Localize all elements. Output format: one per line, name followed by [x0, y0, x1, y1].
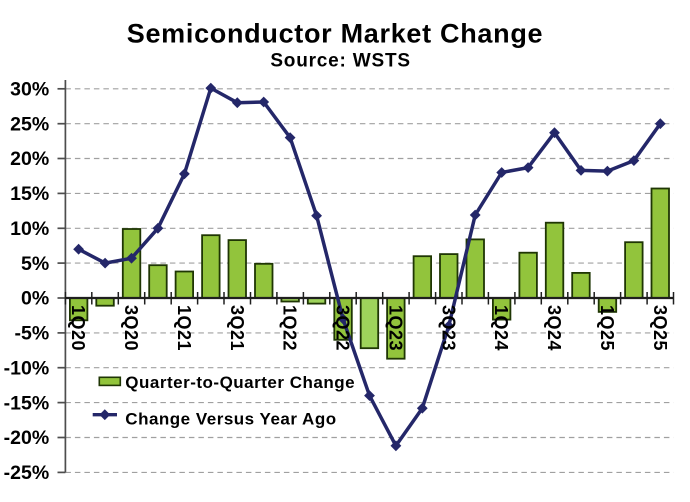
- svg-text:Source: WSTS: Source: WSTS: [270, 51, 411, 72]
- svg-text:0%: 0%: [21, 288, 49, 310]
- svg-text:1Q25: 1Q25: [597, 305, 617, 351]
- svg-text:1Q20: 1Q20: [68, 305, 88, 351]
- svg-text:20%: 20%: [10, 148, 49, 170]
- svg-text:-5%: -5%: [15, 323, 50, 345]
- svg-text:1Q22: 1Q22: [280, 305, 300, 351]
- svg-text:Quarter-to-Quarter Change: Quarter-to-Quarter Change: [125, 373, 355, 392]
- svg-text:Semiconductor Market Change: Semiconductor Market Change: [127, 18, 543, 48]
- svg-text:-10%: -10%: [4, 357, 50, 379]
- svg-text:-15%: -15%: [4, 392, 50, 414]
- svg-text:5%: 5%: [21, 253, 49, 275]
- svg-text:10%: 10%: [10, 218, 49, 240]
- svg-text:3Q25: 3Q25: [650, 305, 670, 351]
- svg-text:-20%: -20%: [4, 427, 50, 449]
- svg-text:3Q23: 3Q23: [438, 305, 458, 351]
- svg-text:3Q22: 3Q22: [333, 305, 353, 351]
- svg-text:25%: 25%: [10, 113, 49, 135]
- svg-text:15%: 15%: [10, 183, 49, 205]
- svg-text:1Q23: 1Q23: [385, 305, 405, 351]
- svg-text:3Q21: 3Q21: [227, 305, 247, 351]
- svg-text:1Q21: 1Q21: [174, 305, 194, 351]
- svg-text:3Q20: 3Q20: [121, 305, 141, 351]
- svg-text:30%: 30%: [10, 79, 49, 101]
- svg-text:3Q24: 3Q24: [544, 305, 564, 351]
- svg-text:1Q24: 1Q24: [491, 305, 511, 351]
- svg-text:Change Versus Year Ago: Change Versus Year Ago: [125, 409, 336, 428]
- svg-text:-25%: -25%: [4, 462, 50, 484]
